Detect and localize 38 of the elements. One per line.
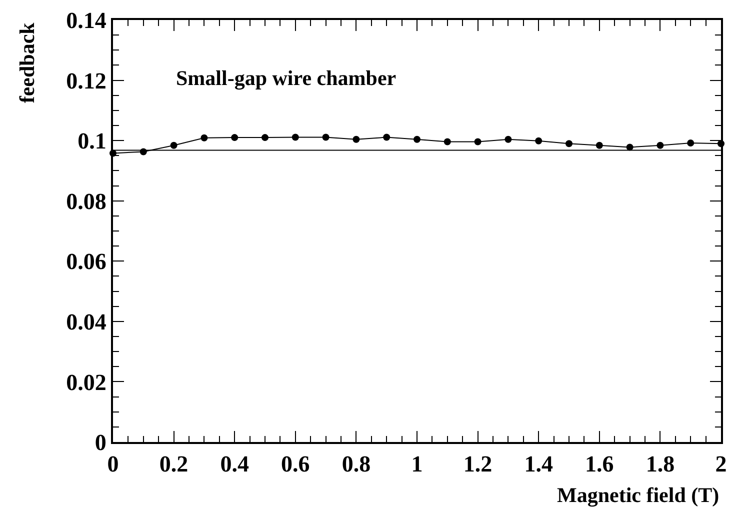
x-tick-label: 0.6	[281, 452, 310, 477]
point	[656, 142, 664, 149]
point	[170, 142, 178, 149]
point	[414, 136, 420, 143]
y-tick-label: 0.06	[66, 249, 106, 274]
point	[596, 142, 603, 149]
point	[535, 137, 542, 144]
point	[292, 134, 299, 141]
x-tick-label: 1.8	[646, 452, 675, 477]
y-tick-label: 0.04	[66, 309, 107, 334]
point	[687, 139, 694, 146]
x-tick-label: 2	[715, 452, 727, 477]
x-tick-label: 0.2	[159, 452, 188, 477]
x-tick-label: 0.8	[342, 452, 371, 477]
y-axis-title: feedback	[15, 22, 40, 104]
y-tick-label: 0	[94, 430, 106, 456]
x-axis-title: Magnetic field (T)	[557, 483, 720, 507]
x-tick-label: 1.2	[463, 452, 492, 477]
x-tick-label: 1.6	[585, 452, 614, 477]
x-tick-label: 0.4	[220, 452, 250, 477]
point	[262, 134, 268, 142]
y-tick-label: 0.02	[66, 370, 106, 395]
point	[352, 136, 360, 143]
y-tick-label: 0.14	[66, 8, 107, 34]
x-tick-label: 1.4	[524, 452, 554, 477]
y-tick-label: 0.08	[66, 188, 106, 214]
point	[231, 134, 238, 142]
y-tick-label: 0.1	[78, 128, 106, 154]
point	[200, 134, 208, 142]
point	[322, 134, 330, 141]
x-tick-label: 1	[411, 452, 423, 477]
point	[474, 138, 482, 146]
annotation: Small-gap wire chamber	[176, 66, 396, 90]
point	[383, 134, 390, 141]
point	[504, 136, 512, 143]
y-tick-label: 0.12	[66, 68, 106, 94]
point	[444, 138, 451, 146]
point	[566, 140, 572, 148]
